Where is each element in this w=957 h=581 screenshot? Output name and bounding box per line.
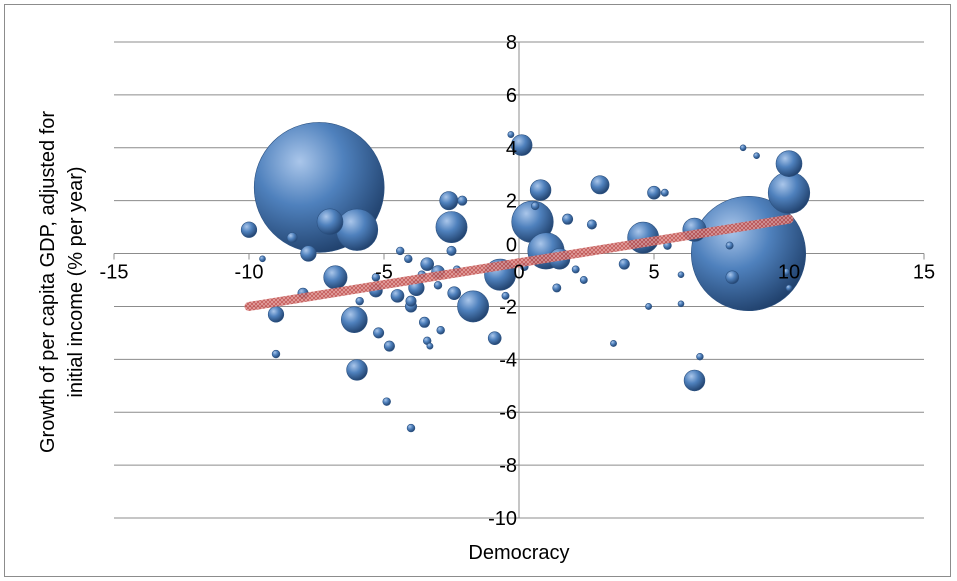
bubble-point <box>396 246 405 256</box>
bubble-point <box>501 291 510 300</box>
bubble-point <box>340 306 368 333</box>
bubble-point <box>420 257 435 271</box>
tick-labels: -15 -10 -5 0 5 10 15 -10 -8 -6 -4 -2 0 2 4 6 8 <box>100 32 936 530</box>
bubble-point <box>335 208 379 251</box>
bubble-point <box>355 296 364 306</box>
bubble-point <box>267 306 285 323</box>
bubble-point <box>373 327 385 339</box>
bubble-point <box>405 295 417 307</box>
bubble-point <box>300 245 317 262</box>
y-tick-label: -10 <box>488 508 517 530</box>
bubble-point <box>590 175 610 195</box>
bubble-point <box>439 191 459 211</box>
y-tick-label: 8 <box>506 32 517 54</box>
y-tick-label: -2 <box>499 296 517 318</box>
y-tick-label: 2 <box>506 191 517 213</box>
x-tick-label: -10 <box>235 262 264 284</box>
bubble-point <box>371 273 381 282</box>
bubble-point <box>775 150 803 177</box>
bubble-point <box>529 179 552 201</box>
bubble-point <box>683 369 706 392</box>
bubble-point <box>382 397 391 406</box>
bubble-point <box>767 171 811 214</box>
trendline-group <box>244 214 794 311</box>
y-tick-label: 0 <box>506 235 517 257</box>
bubble-point <box>457 195 468 206</box>
x-tick-label: 10 <box>778 262 800 284</box>
bubble-point <box>725 241 734 250</box>
bubble-point <box>286 232 298 244</box>
bubble-point <box>418 316 430 328</box>
bubble-point <box>647 185 661 200</box>
bubble-point <box>316 208 344 236</box>
bubble-point <box>618 258 630 270</box>
x-tick-label: 5 <box>648 262 659 284</box>
y-tick-label: 6 <box>506 85 517 107</box>
bubble-point <box>447 286 462 301</box>
bubble-point <box>383 340 395 352</box>
bubble-point <box>404 254 413 264</box>
bubble-point <box>507 131 515 138</box>
bubble-point <box>390 289 405 303</box>
bubble-point <box>259 255 266 263</box>
bubble-point <box>610 340 617 347</box>
bubble-point <box>586 219 597 230</box>
x-tick-label: 0 <box>513 262 524 284</box>
chart-frame <box>4 4 951 577</box>
bubble-point <box>487 331 502 345</box>
bubble-point <box>426 342 434 350</box>
bubble-point <box>240 221 258 238</box>
y-tick-label: 4 <box>506 138 517 160</box>
bubble-point <box>562 213 574 225</box>
y-tick-label: -6 <box>499 402 517 424</box>
bubble-point <box>677 271 685 279</box>
bubble-point <box>753 152 760 160</box>
bubble-point <box>739 144 747 152</box>
bubble-point <box>436 326 445 335</box>
bubbles <box>240 122 811 433</box>
y-tick-label: -4 <box>499 349 517 371</box>
bubble-point <box>435 211 468 244</box>
bubble-point <box>446 245 457 256</box>
bubble-point <box>433 281 443 290</box>
trendline <box>244 214 794 311</box>
bubble-point <box>406 423 416 433</box>
bubble-point <box>323 265 348 290</box>
y-axis-title-line-2: initial income (% per year) <box>65 166 87 397</box>
y-axis-title-line-1: Growth of per capita GDP, adjusted for <box>37 111 59 453</box>
x-tick-label: -5 <box>375 262 393 284</box>
bubble-point <box>645 303 653 310</box>
bubble-point <box>782 268 791 277</box>
bubble-point <box>677 300 685 308</box>
bubble-point <box>785 284 793 292</box>
bubble-point <box>579 276 588 284</box>
bubble-point <box>696 353 704 361</box>
x-tick-label: 15 <box>913 262 935 284</box>
bubble-point <box>530 201 540 211</box>
bubble-point <box>457 290 490 323</box>
bubble-point <box>660 188 669 197</box>
bubble-point <box>346 359 368 381</box>
y-tick-label: -8 <box>499 455 517 477</box>
bubble-point <box>511 134 533 156</box>
bubble-point <box>271 349 281 359</box>
bubble-point <box>571 265 580 274</box>
bubble-point <box>725 270 740 285</box>
x-tick-label: -15 <box>100 262 129 284</box>
x-axis-title: Democracy <box>468 542 569 564</box>
bubble-point <box>552 283 562 293</box>
